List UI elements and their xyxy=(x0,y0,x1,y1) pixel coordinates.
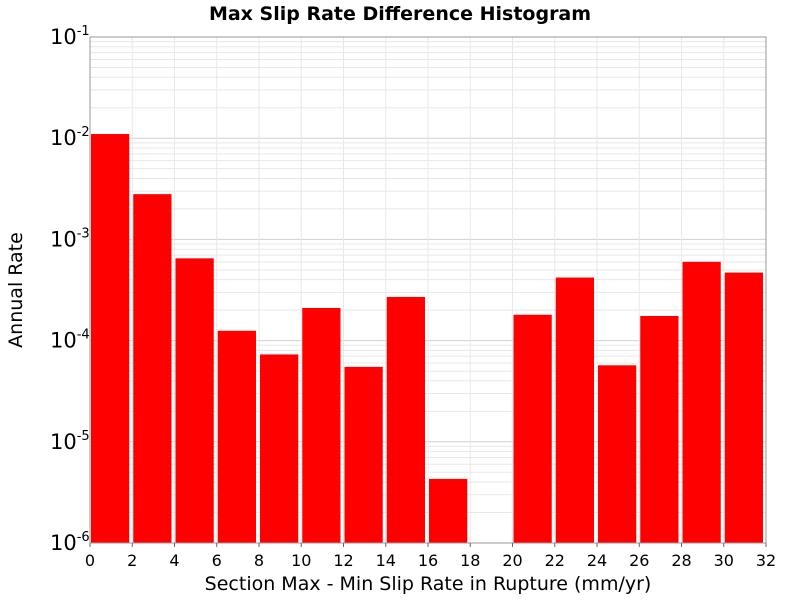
y-tick-base: 10 xyxy=(50,227,77,251)
y-tick-base: 10 xyxy=(50,531,77,555)
x-tick-label: 20 xyxy=(502,551,522,570)
y-tick-label: 10-5 xyxy=(50,429,90,454)
x-tick-label: 0 xyxy=(85,551,95,570)
y-tick-exponent: -1 xyxy=(77,24,90,39)
y-axis-label: Annual Rate xyxy=(5,232,27,348)
x-tick-label: 32 xyxy=(756,551,776,570)
histogram-bar xyxy=(682,261,721,543)
histogram-bar xyxy=(260,354,299,543)
x-tick-label: 12 xyxy=(333,551,353,570)
y-tick-exponent: -5 xyxy=(77,429,90,444)
histogram-bar xyxy=(513,314,552,543)
histogram-bar xyxy=(175,258,214,543)
histogram-bar xyxy=(344,366,383,543)
y-tick-label: 10-6 xyxy=(50,530,90,555)
x-tick-label: 8 xyxy=(254,551,264,570)
y-tick-base: 10 xyxy=(50,25,77,49)
y-tick-label: 10-4 xyxy=(50,328,90,353)
x-tick-label: 2 xyxy=(127,551,137,570)
histogram-bar xyxy=(386,296,425,543)
histogram-bar xyxy=(724,272,763,543)
y-tick-label: 10-3 xyxy=(50,226,90,251)
histogram-bar xyxy=(302,307,341,543)
bars-group xyxy=(91,134,763,544)
x-axis-ticks: 0 2 4 6 8 10 12 14 16 18 20 22 24 26 28 30 32 xyxy=(85,543,776,570)
chart-title: Max Slip Rate Difference Histogram xyxy=(209,3,591,25)
x-tick-label: 4 xyxy=(169,551,179,570)
x-tick-label: 30 xyxy=(714,551,734,570)
histogram-bar xyxy=(429,478,468,543)
y-tick-exponent: -2 xyxy=(77,125,90,140)
x-tick-label: 6 xyxy=(212,551,222,570)
y-tick-label: 10-2 xyxy=(50,125,90,150)
histogram-bar xyxy=(598,365,637,543)
x-tick-label: 26 xyxy=(629,551,649,570)
y-tick-exponent: -6 xyxy=(77,530,90,545)
y-tick-exponent: -3 xyxy=(77,226,90,241)
y-tick-exponent: -4 xyxy=(77,328,90,343)
y-tick-base: 10 xyxy=(50,329,77,353)
x-axis-label: Section Max - Min Slip Rate in Rupture (… xyxy=(205,573,652,595)
x-tick-label: 14 xyxy=(376,551,396,570)
histogram-bar xyxy=(217,330,256,543)
y-tick-label: 10-1 xyxy=(50,24,90,49)
histogram-bar xyxy=(133,194,172,543)
histogram-bar xyxy=(555,277,594,543)
x-tick-label: 24 xyxy=(587,551,607,570)
x-tick-label: 10 xyxy=(291,551,311,570)
y-tick-base: 10 xyxy=(50,430,77,454)
histogram-bar xyxy=(91,134,130,544)
x-tick-label: 28 xyxy=(671,551,691,570)
x-tick-label: 16 xyxy=(418,551,438,570)
x-tick-label: 18 xyxy=(460,551,480,570)
x-tick-label: 22 xyxy=(545,551,565,570)
y-axis-ticks: 10-110-210-310-410-510-6 xyxy=(50,24,90,555)
y-tick-base: 10 xyxy=(50,126,77,150)
histogram-bar xyxy=(640,316,679,543)
